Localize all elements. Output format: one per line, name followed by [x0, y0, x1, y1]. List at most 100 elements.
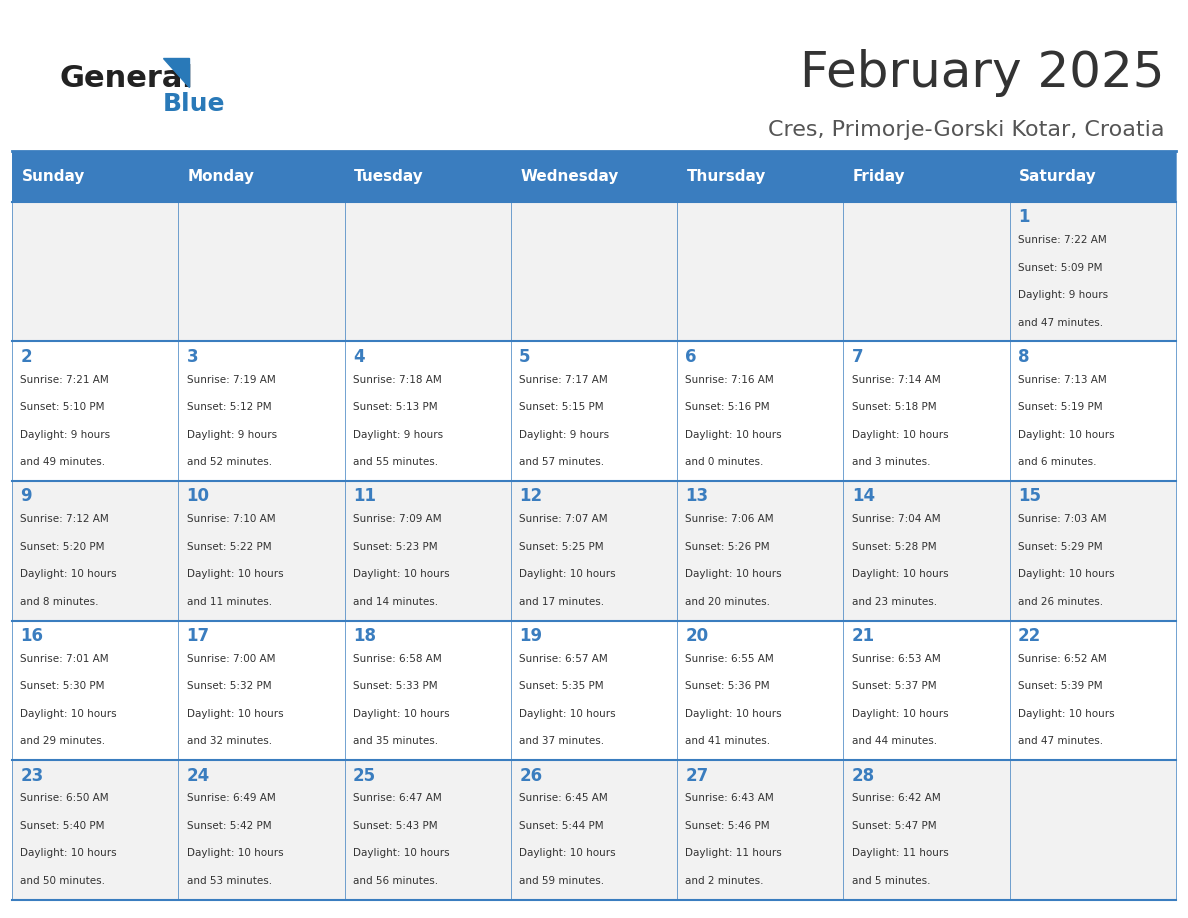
- Text: Daylight: 10 hours: Daylight: 10 hours: [20, 569, 116, 579]
- Text: Sunset: 5:15 PM: Sunset: 5:15 PM: [519, 402, 604, 412]
- Text: Daylight: 10 hours: Daylight: 10 hours: [852, 430, 948, 440]
- Text: 24: 24: [187, 767, 210, 785]
- Text: Daylight: 9 hours: Daylight: 9 hours: [519, 430, 609, 440]
- Text: Cres, Primorje-Gorski Kotar, Croatia: Cres, Primorje-Gorski Kotar, Croatia: [767, 120, 1164, 140]
- Text: Sunrise: 6:52 AM: Sunrise: 6:52 AM: [1018, 654, 1107, 664]
- Text: Daylight: 10 hours: Daylight: 10 hours: [685, 569, 782, 579]
- Text: Sunrise: 7:07 AM: Sunrise: 7:07 AM: [519, 514, 608, 524]
- Text: 21: 21: [852, 627, 874, 645]
- Text: Daylight: 11 hours: Daylight: 11 hours: [852, 848, 948, 858]
- Text: Sunday: Sunday: [21, 169, 84, 185]
- Text: Sunset: 5:16 PM: Sunset: 5:16 PM: [685, 402, 770, 412]
- Text: Daylight: 10 hours: Daylight: 10 hours: [353, 848, 449, 858]
- Text: Sunrise: 7:17 AM: Sunrise: 7:17 AM: [519, 375, 608, 385]
- Text: Sunset: 5:43 PM: Sunset: 5:43 PM: [353, 821, 437, 831]
- Text: 13: 13: [685, 487, 708, 506]
- Text: Daylight: 10 hours: Daylight: 10 hours: [685, 709, 782, 719]
- Text: Sunset: 5:25 PM: Sunset: 5:25 PM: [519, 542, 604, 552]
- Text: Sunset: 5:19 PM: Sunset: 5:19 PM: [1018, 402, 1102, 412]
- Text: 5: 5: [519, 348, 531, 366]
- Text: Sunrise: 7:09 AM: Sunrise: 7:09 AM: [353, 514, 442, 524]
- Text: and 3 minutes.: and 3 minutes.: [852, 457, 930, 467]
- Text: Sunset: 5:36 PM: Sunset: 5:36 PM: [685, 681, 770, 691]
- Text: and 14 minutes.: and 14 minutes.: [353, 597, 438, 607]
- Text: and 11 minutes.: and 11 minutes.: [187, 597, 272, 607]
- Text: Sunrise: 7:06 AM: Sunrise: 7:06 AM: [685, 514, 775, 524]
- Text: Daylight: 9 hours: Daylight: 9 hours: [20, 430, 110, 440]
- Text: Sunrise: 7:22 AM: Sunrise: 7:22 AM: [1018, 235, 1107, 245]
- Text: and 55 minutes.: and 55 minutes.: [353, 457, 438, 467]
- Text: and 50 minutes.: and 50 minutes.: [20, 876, 106, 886]
- Text: and 56 minutes.: and 56 minutes.: [353, 876, 438, 886]
- Text: 26: 26: [519, 767, 542, 785]
- FancyBboxPatch shape: [677, 151, 843, 202]
- Text: Daylight: 10 hours: Daylight: 10 hours: [187, 709, 283, 719]
- Text: Sunrise: 7:14 AM: Sunrise: 7:14 AM: [852, 375, 941, 385]
- Text: Sunset: 5:40 PM: Sunset: 5:40 PM: [20, 821, 105, 831]
- Text: Sunrise: 6:50 AM: Sunrise: 6:50 AM: [20, 793, 109, 803]
- Text: 23: 23: [20, 767, 44, 785]
- Text: 11: 11: [353, 487, 375, 506]
- Text: Sunset: 5:09 PM: Sunset: 5:09 PM: [1018, 263, 1102, 273]
- Text: 12: 12: [519, 487, 542, 506]
- Text: Sunrise: 6:43 AM: Sunrise: 6:43 AM: [685, 793, 775, 803]
- Text: Sunrise: 7:21 AM: Sunrise: 7:21 AM: [20, 375, 109, 385]
- Text: Daylight: 11 hours: Daylight: 11 hours: [685, 848, 782, 858]
- Text: Sunrise: 7:12 AM: Sunrise: 7:12 AM: [20, 514, 109, 524]
- Text: and 49 minutes.: and 49 minutes.: [20, 457, 106, 467]
- Text: and 37 minutes.: and 37 minutes.: [519, 736, 605, 746]
- FancyBboxPatch shape: [1010, 151, 1176, 202]
- Text: 17: 17: [187, 627, 209, 645]
- Text: and 41 minutes.: and 41 minutes.: [685, 736, 771, 746]
- Text: Sunset: 5:42 PM: Sunset: 5:42 PM: [187, 821, 271, 831]
- Text: 27: 27: [685, 767, 709, 785]
- Text: Saturday: Saturday: [1019, 169, 1097, 185]
- Text: Sunset: 5:47 PM: Sunset: 5:47 PM: [852, 821, 936, 831]
- Text: Sunrise: 6:47 AM: Sunrise: 6:47 AM: [353, 793, 442, 803]
- Text: Daylight: 9 hours: Daylight: 9 hours: [187, 430, 277, 440]
- Text: Sunset: 5:35 PM: Sunset: 5:35 PM: [519, 681, 604, 691]
- Text: 3: 3: [187, 348, 198, 366]
- Text: and 23 minutes.: and 23 minutes.: [852, 597, 937, 607]
- Text: Daylight: 10 hours: Daylight: 10 hours: [519, 569, 615, 579]
- Text: Daylight: 10 hours: Daylight: 10 hours: [20, 848, 116, 858]
- Text: 9: 9: [20, 487, 32, 506]
- Text: Daylight: 10 hours: Daylight: 10 hours: [519, 709, 615, 719]
- FancyBboxPatch shape: [12, 481, 1176, 621]
- Text: and 44 minutes.: and 44 minutes.: [852, 736, 937, 746]
- Text: Sunset: 5:37 PM: Sunset: 5:37 PM: [852, 681, 936, 691]
- Text: Daylight: 10 hours: Daylight: 10 hours: [685, 430, 782, 440]
- Text: February 2025: February 2025: [800, 50, 1164, 97]
- Text: and 17 minutes.: and 17 minutes.: [519, 597, 605, 607]
- FancyBboxPatch shape: [345, 151, 511, 202]
- Text: Sunset: 5:29 PM: Sunset: 5:29 PM: [1018, 542, 1102, 552]
- Text: 25: 25: [353, 767, 375, 785]
- Text: Thursday: Thursday: [687, 169, 766, 185]
- Text: Sunset: 5:23 PM: Sunset: 5:23 PM: [353, 542, 437, 552]
- Text: and 35 minutes.: and 35 minutes.: [353, 736, 438, 746]
- Text: Daylight: 10 hours: Daylight: 10 hours: [519, 848, 615, 858]
- Text: 1: 1: [1018, 208, 1030, 227]
- FancyBboxPatch shape: [12, 621, 1176, 760]
- Text: and 53 minutes.: and 53 minutes.: [187, 876, 272, 886]
- Text: Sunrise: 7:16 AM: Sunrise: 7:16 AM: [685, 375, 775, 385]
- Text: 6: 6: [685, 348, 697, 366]
- Text: and 26 minutes.: and 26 minutes.: [1018, 597, 1104, 607]
- Text: and 52 minutes.: and 52 minutes.: [187, 457, 272, 467]
- Text: Sunset: 5:39 PM: Sunset: 5:39 PM: [1018, 681, 1102, 691]
- Text: Sunrise: 7:04 AM: Sunrise: 7:04 AM: [852, 514, 941, 524]
- Text: 20: 20: [685, 627, 708, 645]
- Text: 18: 18: [353, 627, 375, 645]
- Text: and 2 minutes.: and 2 minutes.: [685, 876, 764, 886]
- Text: 15: 15: [1018, 487, 1041, 506]
- Text: Daylight: 10 hours: Daylight: 10 hours: [187, 848, 283, 858]
- Text: 10: 10: [187, 487, 209, 506]
- Text: Sunrise: 7:18 AM: Sunrise: 7:18 AM: [353, 375, 442, 385]
- Text: 8: 8: [1018, 348, 1030, 366]
- Text: and 32 minutes.: and 32 minutes.: [187, 736, 272, 746]
- Text: and 6 minutes.: and 6 minutes.: [1018, 457, 1097, 467]
- FancyBboxPatch shape: [511, 151, 677, 202]
- Text: Daylight: 9 hours: Daylight: 9 hours: [353, 430, 443, 440]
- Text: Daylight: 10 hours: Daylight: 10 hours: [852, 709, 948, 719]
- Text: Sunset: 5:33 PM: Sunset: 5:33 PM: [353, 681, 437, 691]
